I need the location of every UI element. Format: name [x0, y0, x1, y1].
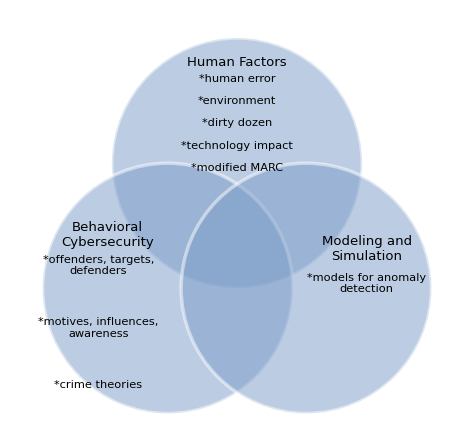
Circle shape: [112, 38, 362, 288]
Text: Human Factors: Human Factors: [187, 56, 287, 69]
Text: *modified MARC: *modified MARC: [191, 163, 283, 173]
Circle shape: [181, 163, 431, 413]
Text: *environment: *environment: [198, 96, 276, 106]
Text: Behavioral
Cybersecurity: Behavioral Cybersecurity: [61, 221, 154, 249]
Circle shape: [43, 163, 293, 413]
Text: *crime theories: *crime theories: [55, 380, 143, 390]
Text: *human error: *human error: [199, 74, 275, 84]
Text: *motives, influences,
awareness: *motives, influences, awareness: [38, 317, 159, 339]
Text: Modeling and
Simulation: Modeling and Simulation: [321, 235, 412, 263]
Text: *models for anomaly
detection: *models for anomaly detection: [307, 273, 426, 294]
Text: *dirty dozen: *dirty dozen: [202, 118, 272, 128]
Text: *technology impact: *technology impact: [181, 141, 293, 151]
Text: *offenders, targets,
defenders: *offenders, targets, defenders: [43, 255, 154, 276]
